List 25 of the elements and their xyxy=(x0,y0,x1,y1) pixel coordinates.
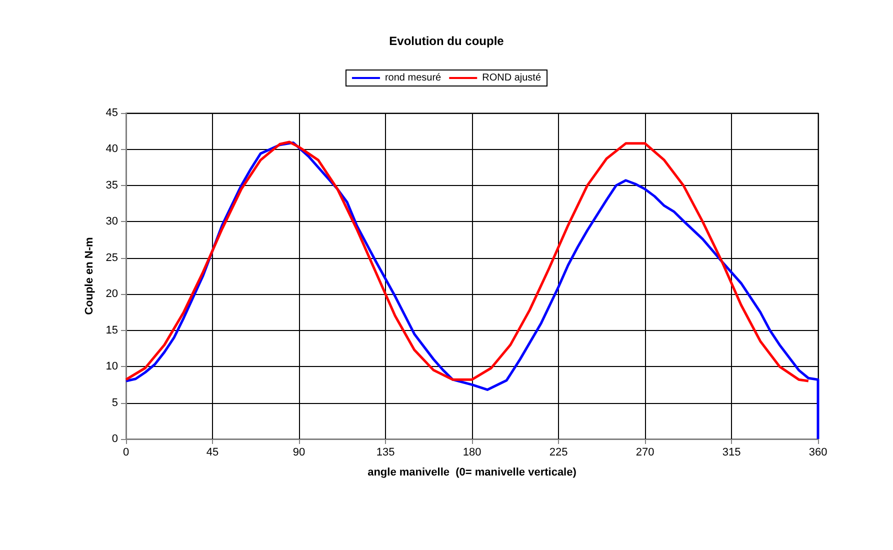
y-tick-label: 35 xyxy=(106,179,118,192)
x-tick-label: 180 xyxy=(462,446,482,458)
x-tick-label: 135 xyxy=(376,446,395,458)
x-tick-label: 270 xyxy=(636,446,654,458)
y-tick-label: 10 xyxy=(106,360,118,373)
legend-label: ROND ajusté xyxy=(482,72,542,84)
x-axis-title: angle manivelle (0= manivelle verticale) xyxy=(368,466,577,478)
y-tick-label: 5 xyxy=(112,396,118,409)
y-axis-title: Couple en N-m xyxy=(83,236,96,315)
line-series xyxy=(124,140,810,382)
y-tick-label: 0 xyxy=(112,433,118,445)
x-tick-label: 225 xyxy=(549,446,568,458)
x-tick-label: 0 xyxy=(122,446,130,458)
y-tick-label: 25 xyxy=(106,252,118,264)
x-tick-label: 90 xyxy=(292,446,306,458)
x-tick-label: 45 xyxy=(206,446,219,458)
y-tick-label: 30 xyxy=(106,216,118,228)
y-tick-label: 45 xyxy=(106,107,118,119)
y-tick-label: 15 xyxy=(106,324,118,336)
y-tick-label: 20 xyxy=(106,288,118,300)
x-tick-label: 315 xyxy=(722,446,741,458)
y-tick-label: 40 xyxy=(106,143,118,156)
chart-title: Evolution du couple xyxy=(389,34,504,48)
legend-label: rond mesuré xyxy=(384,72,442,84)
x-tick-label: 360 xyxy=(808,446,828,458)
